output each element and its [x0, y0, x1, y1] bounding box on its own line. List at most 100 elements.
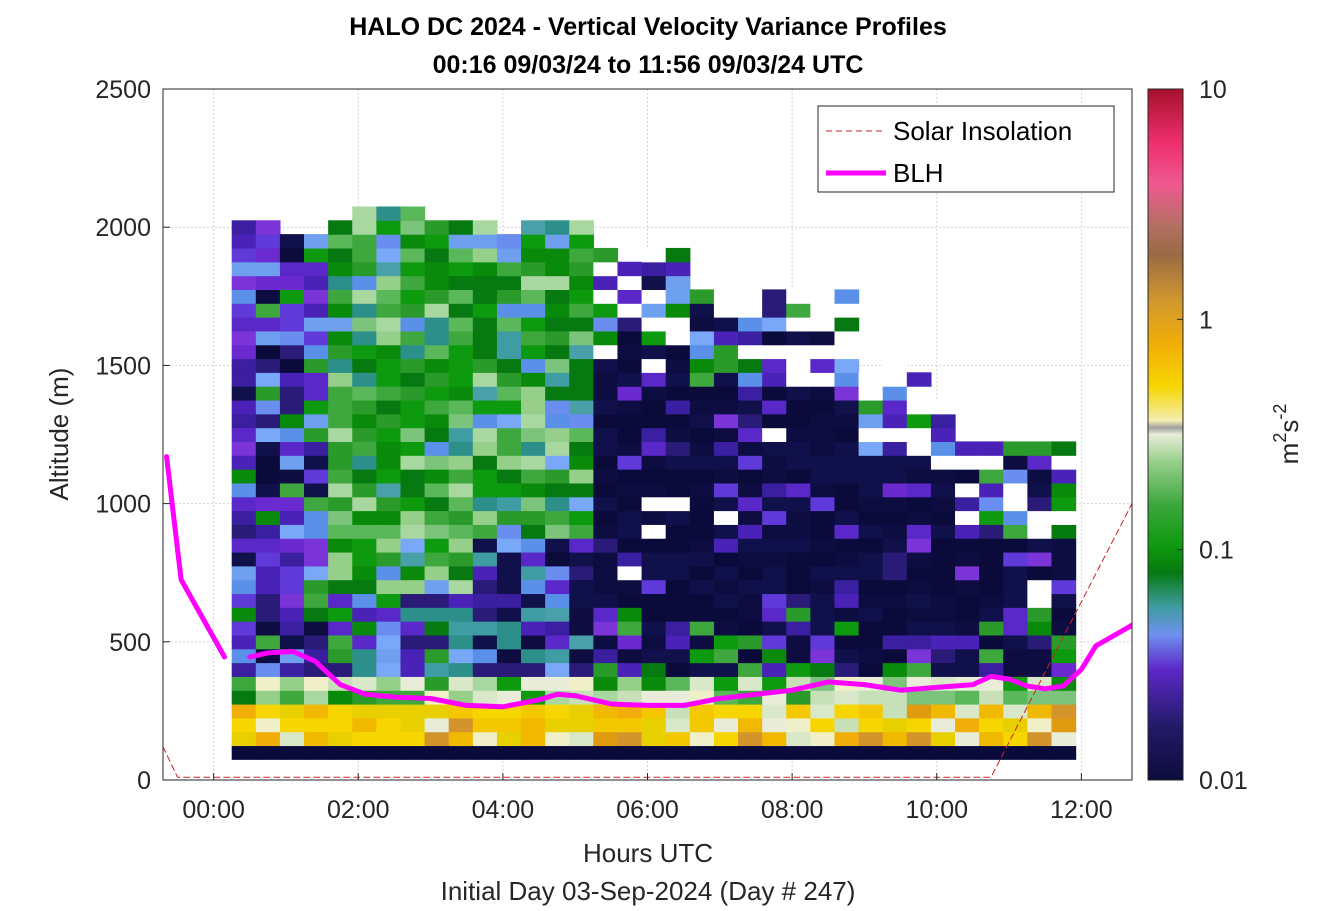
heatmap-cell — [496, 275, 522, 290]
heatmap-cell — [593, 676, 619, 691]
heatmap-cell — [376, 441, 402, 456]
heatmap-cell — [521, 634, 546, 650]
heatmap-cell — [955, 524, 980, 539]
heatmap-cell — [255, 538, 281, 553]
heatmap-cell — [786, 745, 811, 760]
heatmap-cell — [1027, 745, 1053, 760]
heatmap-cell — [1027, 634, 1053, 650]
heatmap-cell — [593, 455, 619, 470]
heatmap-cell — [328, 524, 353, 539]
heatmap-cell — [496, 634, 522, 650]
heatmap-cell — [979, 455, 1004, 470]
heatmap-cell — [521, 469, 546, 484]
heatmap-cell — [279, 496, 305, 512]
heatmap-cell — [496, 441, 522, 456]
heatmap-cell — [786, 344, 811, 360]
heatmap-cell — [617, 593, 643, 608]
heatmap-cell — [231, 386, 257, 401]
heatmap-cell — [882, 717, 908, 733]
heatmap-cell — [786, 579, 811, 595]
heatmap-cell — [545, 247, 570, 263]
heatmap-cell — [762, 676, 787, 691]
heatmap-cell — [496, 413, 522, 429]
heatmap-cell — [496, 358, 522, 373]
colorbar-unit-exp1: 2 — [1270, 433, 1290, 443]
heatmap-cell — [231, 275, 257, 290]
heatmap-cell — [472, 524, 498, 539]
heatmap-cell — [762, 372, 787, 387]
heatmap-cell — [930, 607, 956, 622]
heatmap-cell — [955, 662, 980, 677]
heatmap-cell — [328, 496, 353, 512]
heatmap-cell — [617, 303, 643, 318]
heatmap-cell — [930, 565, 956, 581]
heatmap-cell — [255, 510, 281, 525]
heatmap-cell — [376, 247, 402, 263]
heatmap-cell — [1003, 690, 1028, 705]
heatmap-cell — [255, 358, 281, 373]
heatmap-cell — [665, 427, 691, 443]
heatmap-cell — [521, 220, 546, 235]
heatmap-cell — [665, 551, 691, 567]
heatmap-cell — [1051, 441, 1077, 456]
heatmap-cell — [713, 538, 739, 553]
heatmap-cell — [279, 731, 305, 747]
heatmap-cell — [496, 579, 522, 595]
heatmap-cell — [255, 579, 281, 595]
heatmap-cell — [810, 731, 836, 747]
heatmap-cell — [424, 455, 450, 470]
heatmap-cell — [979, 703, 1004, 719]
heatmap-cell — [858, 427, 884, 443]
heatmap-cell — [955, 703, 980, 719]
heatmap-cell — [617, 399, 643, 415]
heatmap-cell — [496, 648, 522, 664]
heatmap-cell — [376, 413, 402, 429]
heatmap-cell — [786, 441, 811, 456]
heatmap-cell — [448, 496, 474, 512]
heatmap-cell — [569, 427, 594, 443]
heatmap-cell — [617, 496, 643, 512]
heatmap-cell — [231, 745, 257, 760]
heatmap-cell — [328, 330, 353, 346]
heatmap-cell — [810, 703, 836, 719]
heatmap-cell — [738, 496, 763, 512]
heatmap-cell — [1027, 565, 1053, 581]
heatmap-cell — [545, 427, 570, 443]
heatmap-cell — [1027, 607, 1053, 622]
heatmap-cell — [1027, 621, 1053, 636]
legend-box — [817, 105, 1115, 193]
x-tick-label: 10:00 — [905, 796, 968, 824]
heatmap-cell — [521, 289, 546, 304]
heatmap-cell — [496, 261, 522, 277]
heatmap-cell — [834, 372, 860, 387]
heatmap-cell — [352, 427, 377, 443]
heatmap-cell — [906, 745, 932, 760]
heatmap-cell — [665, 565, 691, 581]
heatmap-cell — [593, 538, 619, 553]
heatmap-cell — [545, 344, 570, 360]
heatmap-cell — [376, 220, 402, 235]
heatmap-cell — [955, 538, 980, 553]
heatmap-cell — [328, 386, 353, 401]
heatmap-cell — [906, 607, 932, 622]
heatmap-cell — [1051, 662, 1077, 677]
heatmap-cell — [762, 593, 787, 608]
heatmap-cell — [641, 690, 667, 705]
heatmap-cell — [713, 289, 739, 304]
heatmap-cell — [593, 386, 619, 401]
heatmap-cell — [545, 621, 570, 636]
heatmap-cell — [255, 676, 281, 691]
heatmap-cell — [304, 234, 329, 249]
heatmap-cell — [1051, 496, 1077, 512]
heatmap-cell — [328, 317, 353, 332]
heatmap-cell — [689, 717, 715, 733]
heatmap-cell — [713, 717, 739, 733]
heatmap-cell — [521, 386, 546, 401]
heatmap-cell — [1003, 648, 1028, 664]
heatmap-cell — [738, 441, 763, 456]
heatmap-cell — [376, 482, 402, 498]
heatmap-cell — [521, 593, 546, 608]
heatmap-cell — [858, 690, 884, 705]
heatmap-cell — [352, 206, 377, 221]
heatmap-cell — [738, 427, 763, 443]
